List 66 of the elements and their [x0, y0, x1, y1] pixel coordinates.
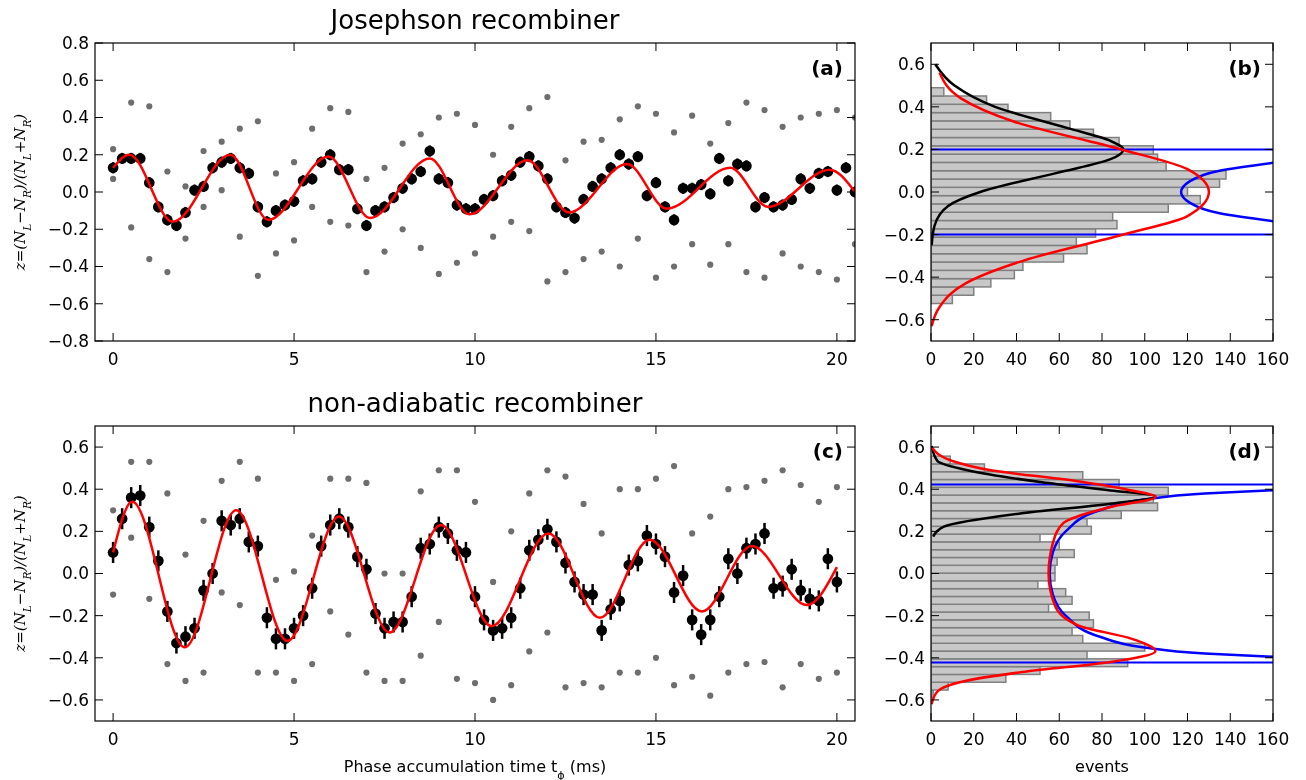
y-tick-label: 0.0 [61, 563, 89, 584]
x-tick-label: 160 [1256, 729, 1290, 749]
y-tick-label: −0.2 [47, 605, 89, 626]
x-tick-label: 120 [1171, 349, 1204, 369]
annotation: (c) [812, 439, 843, 463]
x-tick-label: 0 [107, 349, 119, 369]
x-tick-label: 100 [1128, 349, 1161, 369]
x-axis-title: Phase accumulation time t$_{ϕ}$ (ms) [343, 757, 607, 780]
y-tick-label: 0.0 [61, 181, 89, 202]
y-tick-label: 0.4 [61, 479, 89, 500]
x-tick-label: 15 [645, 349, 667, 369]
chart-title: Josephson recombiner [328, 5, 620, 35]
y-tick-label: −0.2 [47, 219, 89, 240]
y-tick-label: −0.2 [883, 605, 925, 626]
y-tick-label: −0.8 [47, 330, 89, 351]
x-tick-label: 5 [288, 349, 300, 369]
x-tick-label: 140 [1214, 349, 1247, 369]
chart-title: non-adiabatic recombiner [307, 388, 643, 418]
y-tick-label: 0.2 [61, 144, 89, 165]
y-tick-label: −0.6 [883, 689, 925, 710]
x-tick-label: 20 [962, 729, 985, 749]
x-tick-label: 40 [1005, 349, 1028, 369]
y-tick-label: −0.4 [47, 647, 89, 668]
x-tick-label: 10 [464, 729, 486, 749]
x-tick-label: 20 [962, 349, 985, 369]
x-tick-label: 40 [1005, 729, 1028, 749]
y-tick-label: 0.4 [61, 107, 89, 128]
x-tick-label: 20 [826, 349, 848, 369]
y-tick-label: −0.4 [883, 267, 925, 288]
x-tick-label: 10 [464, 349, 486, 369]
y-tick-label: 0.6 [897, 54, 925, 75]
y-tick-label: 0.4 [897, 479, 925, 500]
x-tick-label: 5 [288, 729, 300, 749]
x-axis-title: events [1075, 757, 1129, 776]
y-tick-label: −0.4 [883, 647, 925, 668]
y-tick-label: 0.2 [61, 521, 89, 542]
y-tick-label: 0.2 [897, 521, 925, 542]
y-tick-label: −0.6 [883, 309, 925, 330]
x-tick-label: 80 [1091, 729, 1113, 749]
y-tick-label: 0.4 [897, 96, 925, 117]
y-tick-label: −0.6 [47, 293, 89, 314]
x-tick-label: 15 [645, 729, 667, 749]
y-tick-label: −0.4 [47, 256, 89, 277]
x-tick-label: 60 [1048, 349, 1071, 369]
y-tick-label: 0.2 [897, 139, 925, 160]
annotation: (a) [811, 56, 843, 80]
y-tick-label: −0.6 [47, 689, 89, 710]
y-tick-label: 0.6 [61, 437, 89, 458]
y-tick-label: 0.6 [897, 437, 925, 458]
annotation: (b) [1228, 56, 1261, 80]
y-tick-label: 0.0 [897, 181, 925, 202]
x-tick-label: 80 [1091, 349, 1113, 369]
y-tick-label: 0.6 [61, 70, 89, 91]
x-tick-label: 60 [1048, 729, 1071, 749]
x-tick-label: 0 [925, 729, 937, 749]
y-tick-label: 0.8 [61, 32, 89, 53]
annotation: (d) [1228, 439, 1261, 463]
x-tick-label: 160 [1256, 349, 1290, 369]
y-tick-label: −0.2 [883, 224, 925, 245]
x-tick-label: 120 [1171, 729, 1204, 749]
x-tick-label: 0 [107, 729, 119, 749]
x-tick-label: 140 [1214, 729, 1247, 749]
x-tick-label: 0 [925, 349, 937, 369]
x-tick-label: 100 [1128, 729, 1161, 749]
y-tick-label: 0.0 [897, 563, 925, 584]
x-tick-label: 20 [826, 729, 848, 749]
